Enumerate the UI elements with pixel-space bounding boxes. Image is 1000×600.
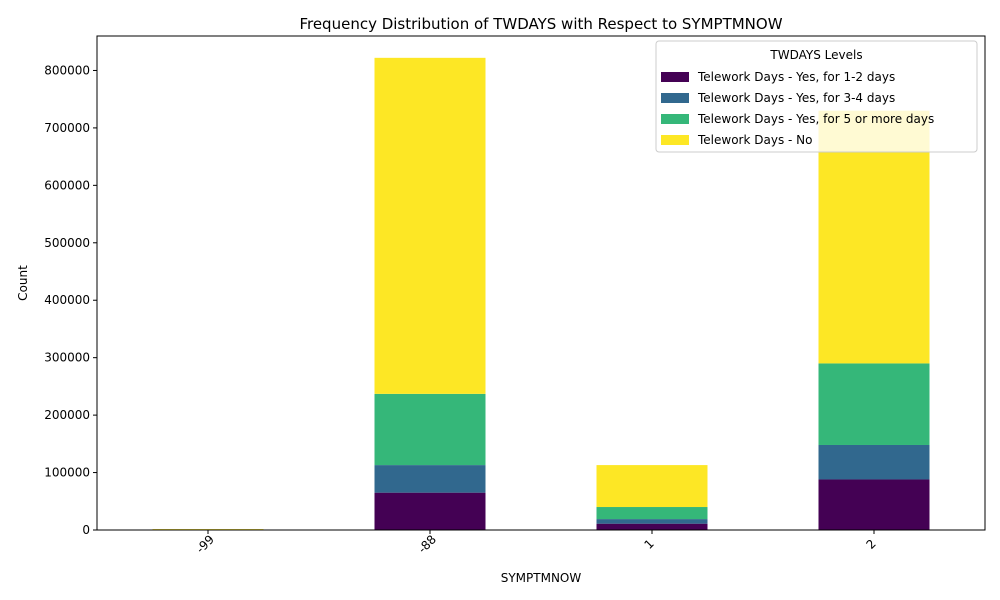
y-tick-label: 400000 (44, 293, 90, 307)
bar-segment--88-series-3 (374, 57, 486, 394)
x-tick-label: 1 (642, 537, 657, 552)
y-tick-label: 800000 (44, 63, 90, 77)
bar-segment-1-series-3 (596, 465, 708, 508)
bar-segment--99-series-3 (152, 529, 264, 530)
bar-segment-1-series-2 (596, 507, 708, 520)
y-tick-label: 100000 (44, 466, 90, 480)
bar-segment-1-series-0 (596, 523, 708, 530)
x-tick-label: -99 (193, 532, 217, 556)
legend-swatch-3 (661, 135, 689, 145)
x-tick-label: 2 (864, 537, 879, 552)
bar-segment--88-series-1 (374, 465, 486, 493)
legend-swatch-2 (661, 114, 689, 124)
y-tick-label: 600000 (44, 178, 90, 192)
bar-segment--88-series-0 (374, 492, 486, 530)
y-tick-label: 200000 (44, 408, 90, 422)
legend-swatch-1 (661, 93, 689, 103)
legend-box (655, 40, 978, 153)
legend: TWDAYS Levels Telework Days - Yes, for 1-… (655, 40, 978, 153)
bar-segment-2-series-3 (818, 110, 930, 364)
legend-item-label-0: Telework Days - Yes, for 1-2 days (697, 70, 895, 84)
bars-layer (152, 57, 930, 530)
bar-segment-1-series-1 (596, 519, 708, 524)
y-tick-label: 500000 (44, 236, 90, 250)
legend-item-label-2: Telework Days - Yes, for 5 or more days (697, 112, 934, 126)
legend-item-label-1: Telework Days - Yes, for 3-4 days (697, 91, 895, 105)
legend-title: TWDAYS Levels (769, 48, 862, 62)
y-tick-label: 0 (82, 523, 90, 537)
legend-swatch-0 (661, 72, 689, 82)
y-tick-label: 700000 (44, 121, 90, 135)
bar-segment--88-series-2 (374, 393, 486, 466)
bar-segment-2-series-0 (818, 479, 930, 530)
x-axis-label: SYMPTMNOW (501, 571, 582, 585)
bar-segment-2-series-2 (818, 363, 930, 445)
chart-title: Frequency Distribution of TWDAYS with Re… (299, 15, 782, 33)
y-tick-label: 300000 (44, 351, 90, 365)
y-axis-label: Count (16, 265, 30, 301)
x-tick-label: -88 (415, 532, 439, 556)
plot-frame (96, 35, 986, 531)
bar-segment-2-series-1 (818, 444, 930, 480)
legend-item-label-3: Telework Days - No (697, 133, 812, 147)
